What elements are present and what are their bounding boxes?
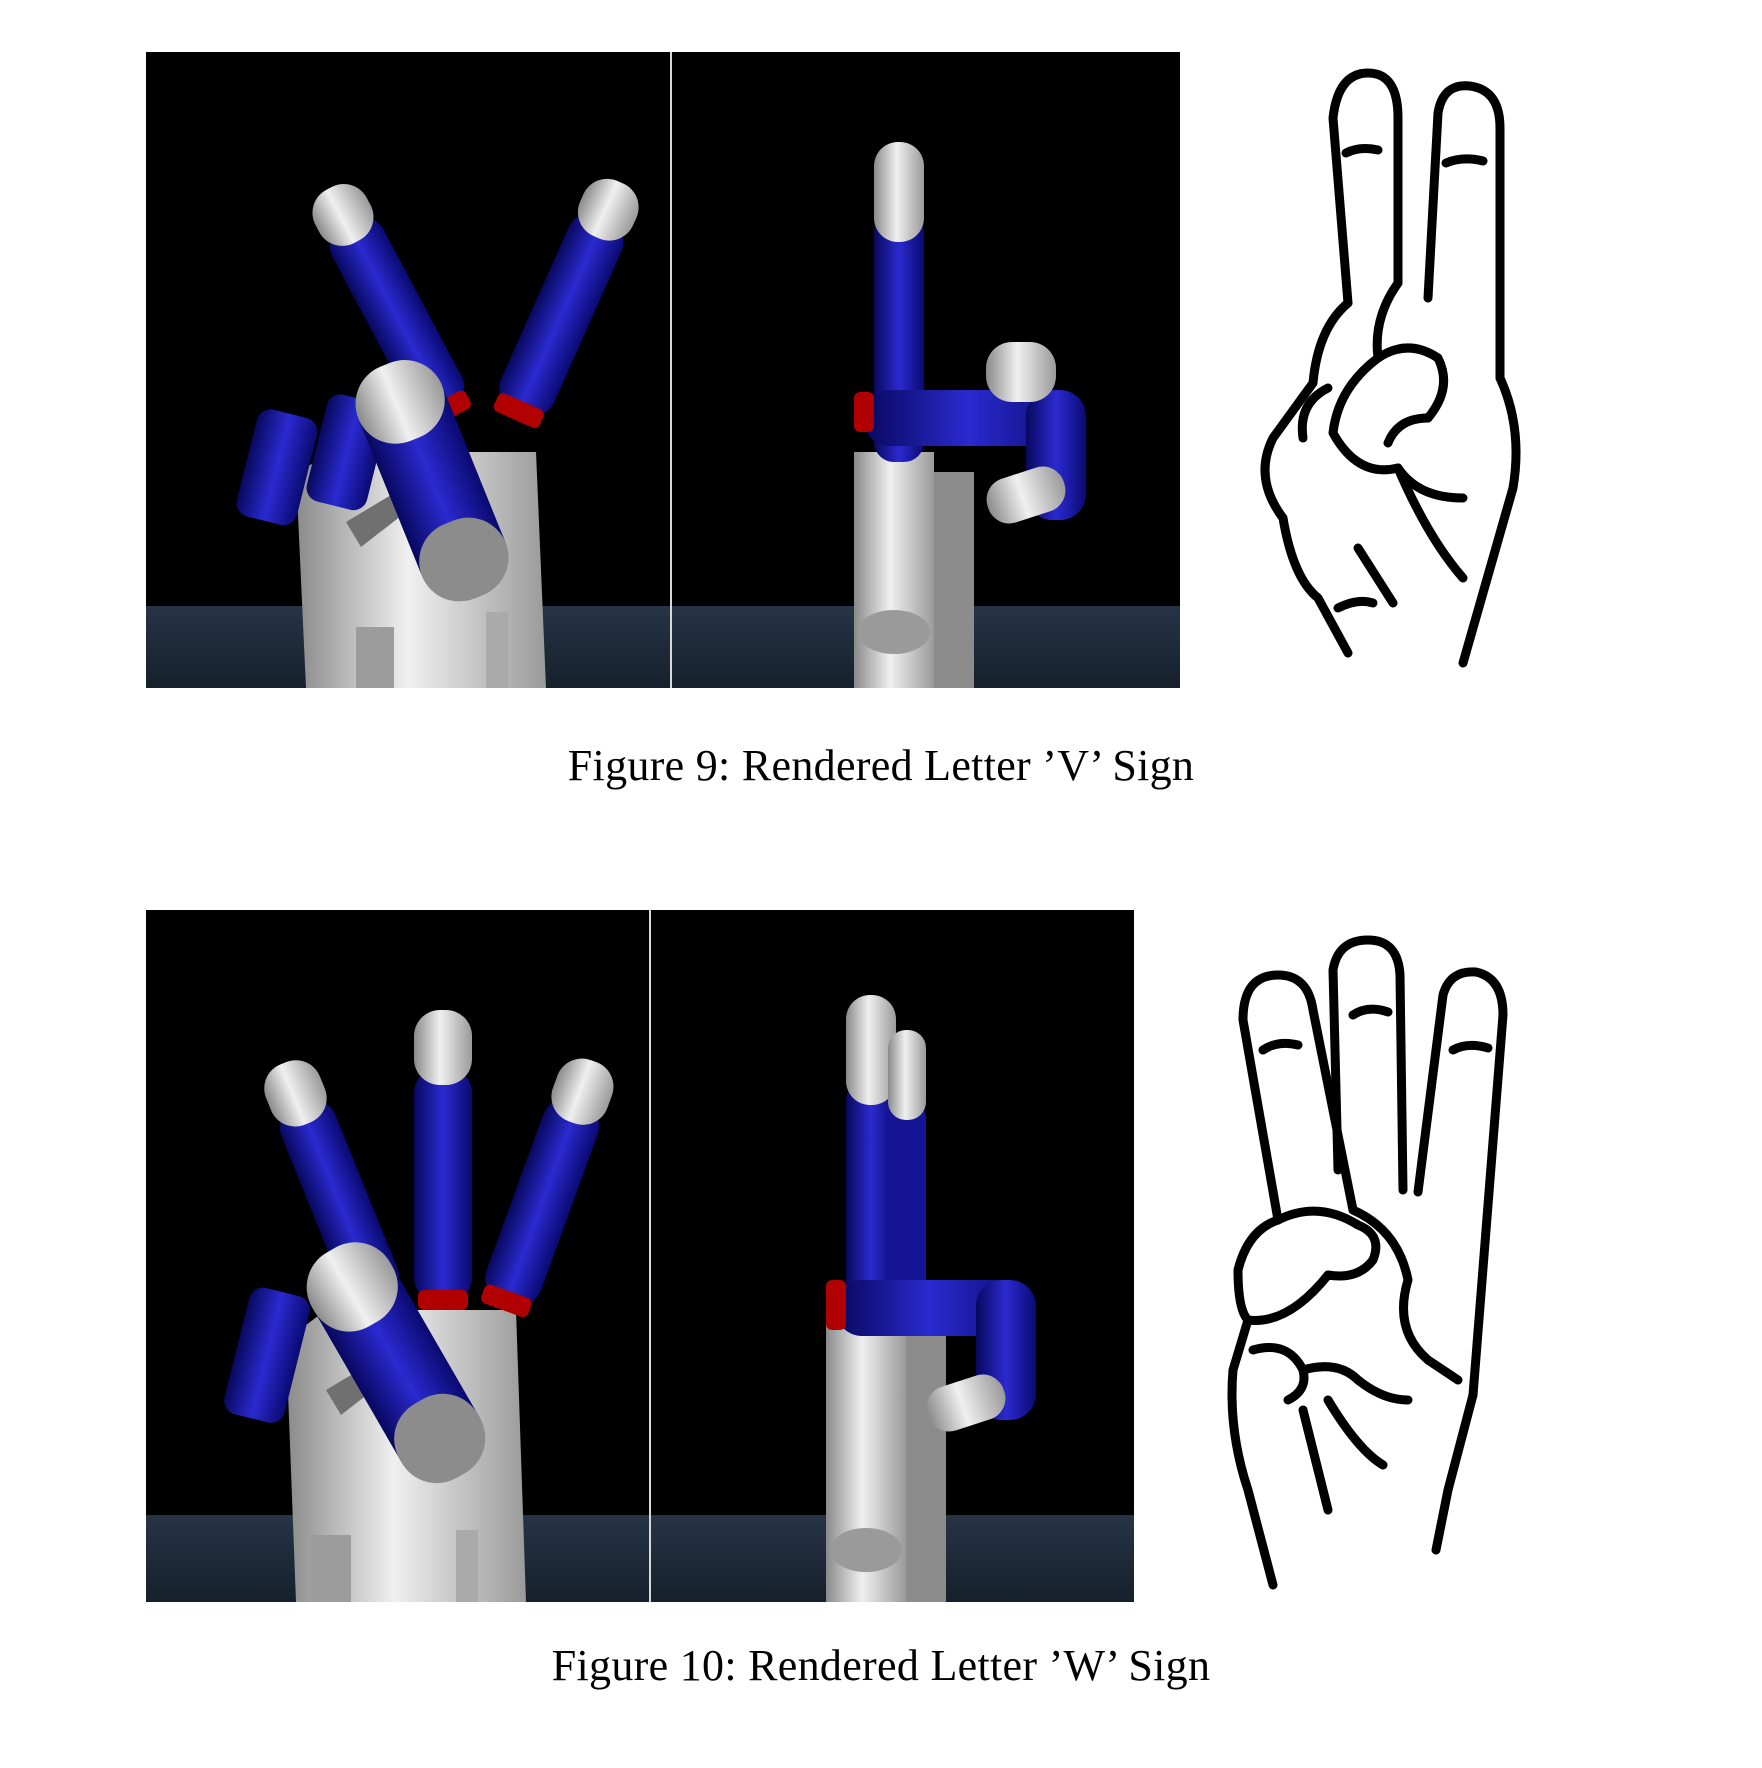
- figure-9-caption: Figure 9: Rendered Letter ’V’ Sign: [567, 741, 1195, 790]
- front-view: [224, 1010, 614, 1602]
- side-view: [826, 995, 1036, 1602]
- figure-9-render-panel: [146, 52, 1180, 688]
- middle-finger: [493, 178, 639, 429]
- side-finger-up-2: [886, 1100, 926, 1320]
- asl-v-hand-icon: [1260, 68, 1521, 668]
- figure-10-render-panel: [146, 910, 1134, 1602]
- robot-hand-v-render: [146, 52, 1180, 688]
- asl-w-hand-icon: [1227, 935, 1508, 1590]
- figure-10-caption: Figure 10: Rendered Letter ’W’ Sign: [551, 1641, 1211, 1690]
- figure-9: Figure 9: Rendered Letter ’V’ Sign: [0, 0, 1762, 800]
- folded-pinky: [224, 1287, 310, 1423]
- figure-10-asl-drawing: [1208, 930, 1568, 1610]
- thumb: [355, 360, 509, 602]
- folded-fingers: [236, 394, 388, 526]
- side-finger-up-1: [846, 1080, 896, 1330]
- thumb: [306, 1242, 486, 1484]
- front-view: [236, 178, 639, 688]
- robot-hand-w-render: [146, 910, 1134, 1602]
- figure-9-asl-drawing: [1238, 58, 1538, 678]
- middle-finger: [414, 1010, 472, 1310]
- table-surface: [146, 606, 1180, 688]
- figure-10: Figure 10: Rendered Letter ’W’ Sign: [0, 880, 1762, 1768]
- side-finger-bent: [864, 390, 1074, 446]
- side-view: [854, 142, 1086, 688]
- ring-finger: [481, 1058, 614, 1318]
